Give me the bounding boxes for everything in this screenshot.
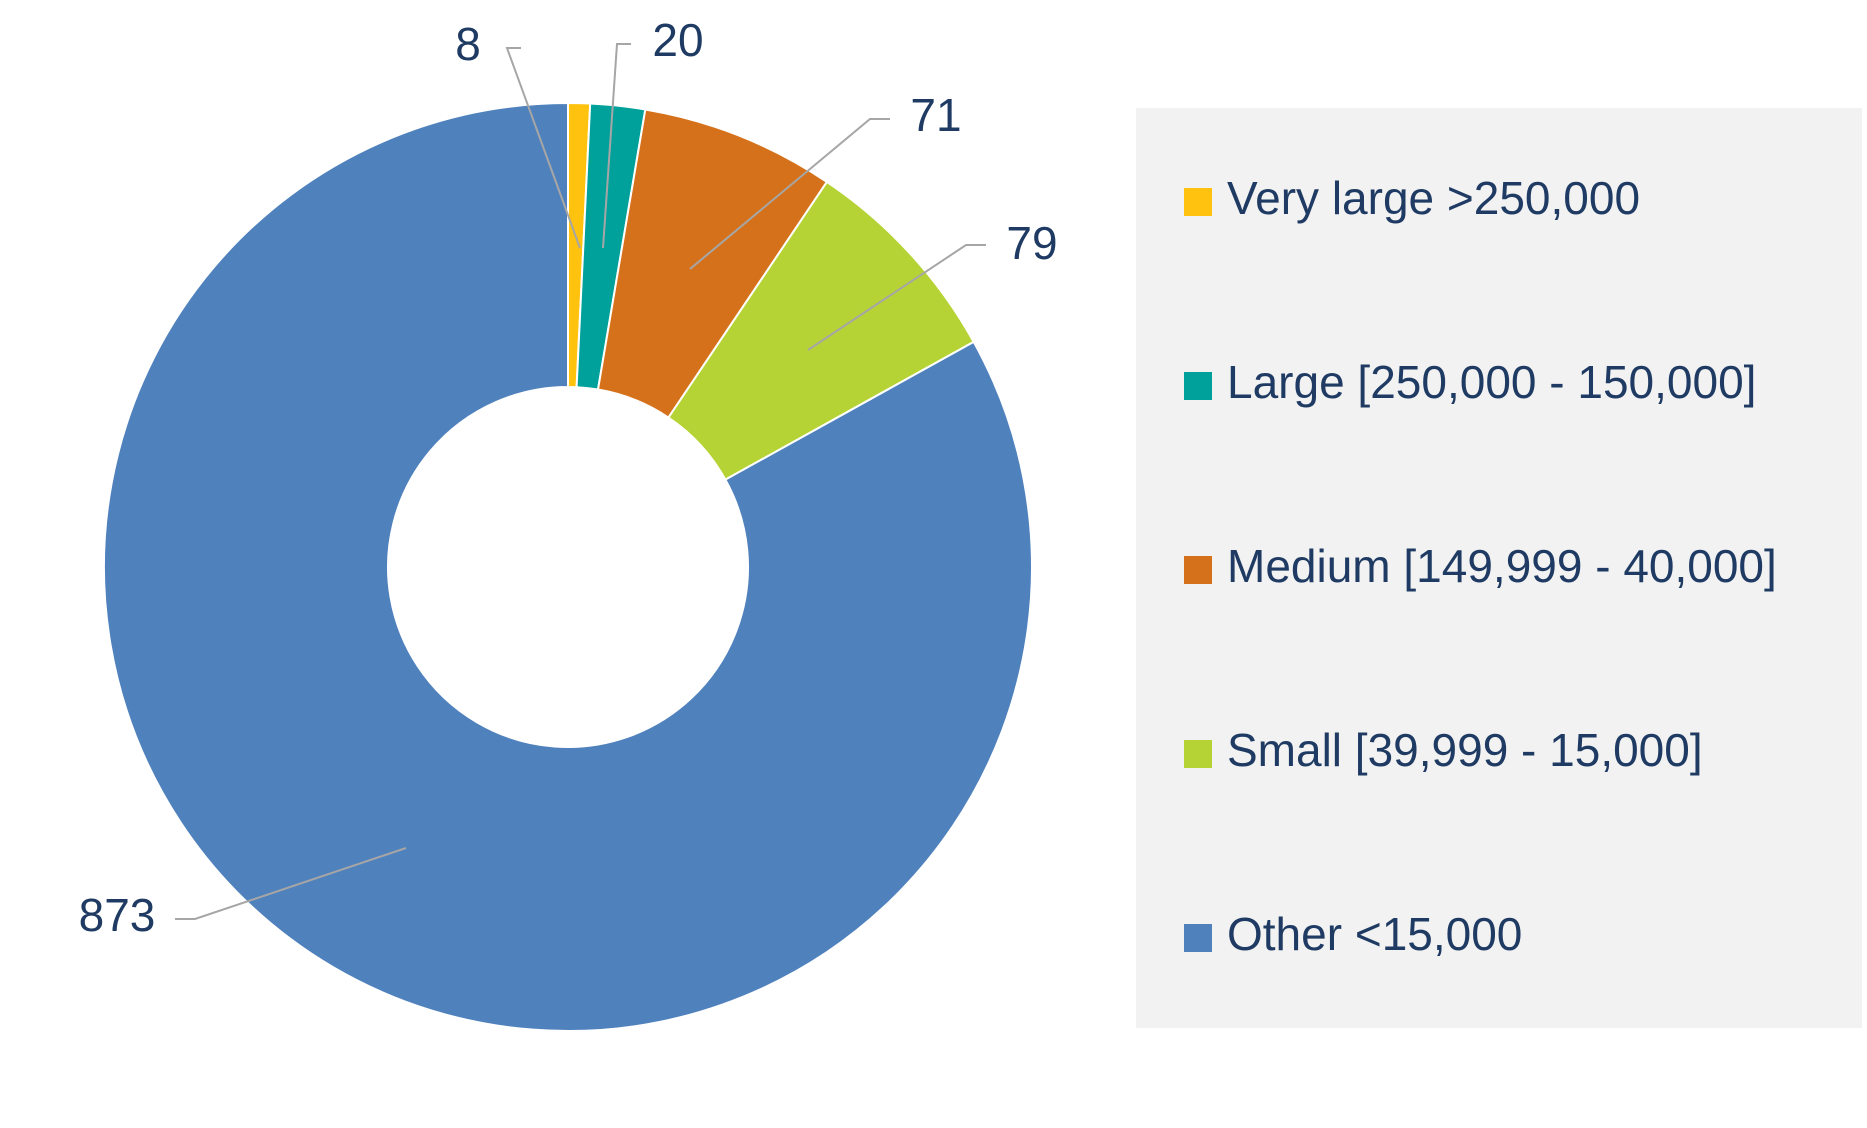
legend-swatch-other-15-000 <box>1184 924 1212 952</box>
data-labels-group: 8 20 71 79 873 <box>79 14 1058 941</box>
leader-line-very-large-250-000 <box>505 47 581 249</box>
leader-line-large-250-000-150-000 <box>602 43 631 249</box>
legend: Very large >250,000 Large [250,000 - 150,… <box>1184 172 1777 960</box>
legend-item-large-250-000-150-000: Large [250,000 - 150,000] <box>1184 356 1756 408</box>
data-label-very-large-250-000: 8 <box>455 18 481 70</box>
slice-other-15-000 <box>103 101 1033 1032</box>
legend-label-very-large-250-000: Very large >250,000 <box>1227 172 1640 224</box>
slice-small-39-999-15-000 <box>667 180 976 482</box>
data-label-small-39-999-15-000: 79 <box>1006 217 1057 269</box>
legend-swatch-large-250-000-150-000 <box>1184 372 1212 400</box>
leader-line-medium-149-999-40-000 <box>689 118 890 270</box>
leader-lines-group <box>175 43 986 920</box>
legend-item-other-15-000: Other <15,000 <box>1184 908 1522 960</box>
data-label-large-250-000-150-000: 20 <box>652 14 703 66</box>
legend-item-small-39-999-15-000: Small [39,999 - 15,000] <box>1184 724 1703 776</box>
legend-item-medium-149-999-40-000: Medium [149,999 - 40,000] <box>1184 540 1777 592</box>
legend-item-very-large-250-000: Very large >250,000 <box>1184 172 1640 224</box>
legend-label-medium-149-999-40-000: Medium [149,999 - 40,000] <box>1227 540 1777 592</box>
legend-swatch-small-39-999-15-000 <box>1184 740 1212 768</box>
legend-label-small-39-999-15-000: Small [39,999 - 15,000] <box>1227 724 1703 776</box>
legend-box <box>1136 108 1862 1028</box>
data-label-other-15-000: 873 <box>79 889 156 941</box>
legend-label-other-15-000: Other <15,000 <box>1227 908 1522 960</box>
leader-line-other-15-000 <box>175 847 407 920</box>
data-label-medium-149-999-40-000: 71 <box>910 89 961 141</box>
leader-line-small-39-999-15-000 <box>807 244 986 351</box>
slices-group <box>103 101 1033 1032</box>
legend-swatch-very-large-250-000 <box>1184 188 1212 216</box>
legend-swatch-medium-149-999-40-000 <box>1184 556 1212 584</box>
legend-label-large-250-000-150-000: Large [250,000 - 150,000] <box>1227 356 1756 408</box>
